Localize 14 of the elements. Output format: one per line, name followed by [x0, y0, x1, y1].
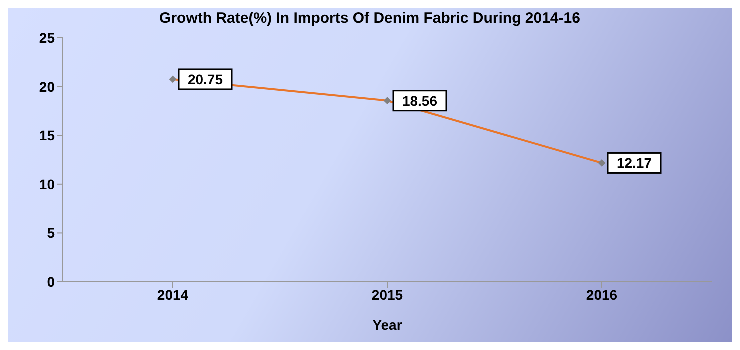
y-tick-label: 5: [47, 225, 56, 242]
y-tick-label: 10: [39, 176, 56, 192]
chart-title: Growth Rate(%) In Imports Of Denim Fabric During 2014-16: [158, 10, 582, 27]
y-tick-label: 15: [39, 128, 56, 144]
x-axis-title: Year: [372, 317, 403, 333]
x-tick-label: 2014: [157, 286, 189, 303]
x-tick-label: 2015: [372, 286, 404, 303]
x-tick-label: 2016: [586, 286, 618, 303]
y-tick-label: 0: [47, 274, 56, 290]
data-label: 20.75: [188, 71, 224, 88]
data-label: 18.56: [402, 92, 438, 109]
data-label: 12.17: [616, 155, 652, 172]
y-tick-label: 25: [39, 30, 56, 46]
y-tick-label: 20: [39, 78, 56, 95]
